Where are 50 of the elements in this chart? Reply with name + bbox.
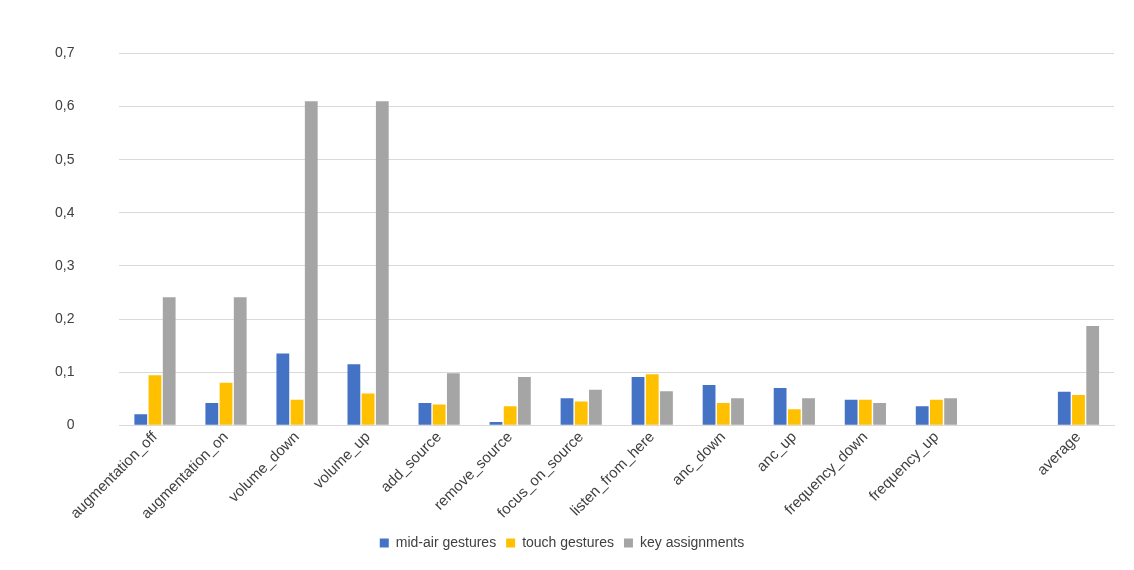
bar xyxy=(560,398,574,425)
legend-label: touch gestures xyxy=(522,533,614,550)
bar xyxy=(660,391,673,425)
bar xyxy=(944,398,958,425)
bar xyxy=(773,388,787,425)
bar xyxy=(503,406,517,425)
y-tick-label: 0,6 xyxy=(54,97,75,114)
bar xyxy=(276,353,290,425)
bar xyxy=(1072,395,1085,425)
y-tick-label: 0,7 xyxy=(54,44,75,61)
bar xyxy=(631,376,645,425)
bar xyxy=(446,373,460,425)
bar xyxy=(432,404,446,425)
bar xyxy=(361,393,375,425)
y-tick-label: 0 xyxy=(66,416,75,433)
y-tick-label: 0,1 xyxy=(54,363,75,380)
bar xyxy=(930,399,943,425)
legend-label: key assignments xyxy=(639,533,745,550)
bar xyxy=(589,389,602,425)
y-tick-label: 0,2 xyxy=(54,309,75,326)
y-tick-label: 0,4 xyxy=(54,203,75,220)
bar xyxy=(304,101,318,425)
bar xyxy=(574,401,588,425)
bar xyxy=(1086,325,1100,425)
bar xyxy=(418,402,432,425)
bar xyxy=(844,399,858,425)
y-tick-label: 0,3 xyxy=(54,256,75,273)
bar xyxy=(787,409,801,425)
bar xyxy=(375,101,389,425)
bar xyxy=(858,399,872,425)
y-tick-label: 0,5 xyxy=(54,150,75,167)
bar xyxy=(219,382,233,425)
bar xyxy=(731,398,744,425)
bar xyxy=(489,422,503,425)
bar xyxy=(873,402,886,425)
bar xyxy=(205,402,219,425)
bar xyxy=(347,364,361,425)
bar xyxy=(517,376,531,425)
legend-label: mid-air gestures xyxy=(395,533,497,550)
bar xyxy=(148,375,162,425)
bar xyxy=(702,384,716,425)
bar xyxy=(716,402,730,425)
bar xyxy=(645,374,659,425)
bar xyxy=(915,406,929,425)
bar xyxy=(162,297,176,425)
bar xyxy=(1057,391,1071,425)
bar xyxy=(233,297,247,425)
bar xyxy=(802,398,815,425)
bar xyxy=(134,414,148,425)
bar xyxy=(290,399,304,425)
